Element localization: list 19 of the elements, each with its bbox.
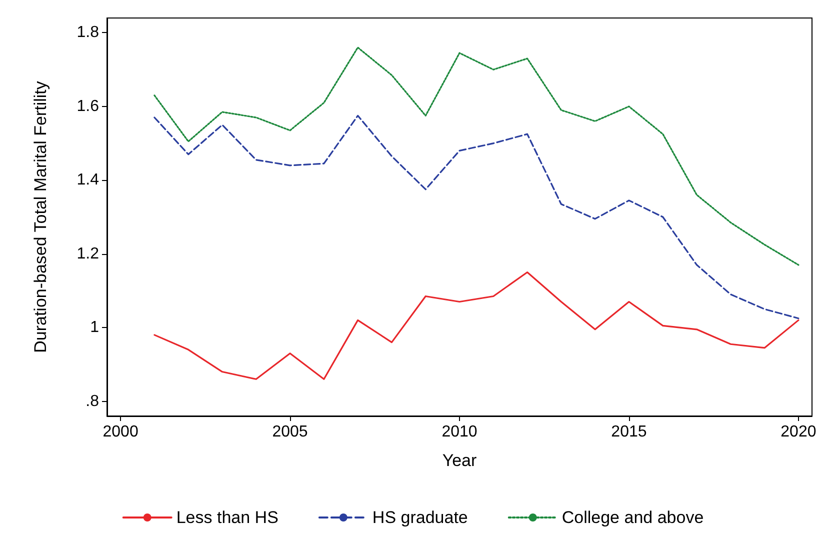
line-series — [154, 46, 800, 266]
y-tick-label: .8 — [86, 392, 100, 410]
x-tick-label: 2010 — [442, 424, 478, 440]
x-axis-title: Year — [442, 451, 478, 470]
legend-label: HS graduate — [372, 508, 468, 527]
x-tick-label: 2015 — [611, 424, 647, 440]
y-tick-label: 1.4 — [76, 172, 100, 189]
x-tick-label: 2000 — [102, 424, 138, 440]
y-tick-label: 1.2 — [76, 245, 100, 262]
legend-label: Less than HS — [176, 508, 278, 527]
y-tick-label: 1.6 — [76, 98, 100, 115]
y-axis-title: Duration-based Total Marital Fertility — [31, 80, 50, 353]
legend-label: College and above — [562, 508, 704, 527]
line-series — [154, 114, 800, 320]
x-tick-label: 2020 — [780, 424, 816, 440]
line-series — [154, 271, 800, 380]
x-tick-label: 2005 — [272, 424, 308, 440]
y-tick-label: 1.8 — [76, 24, 100, 42]
y-tick-label: 1 — [90, 319, 100, 336]
